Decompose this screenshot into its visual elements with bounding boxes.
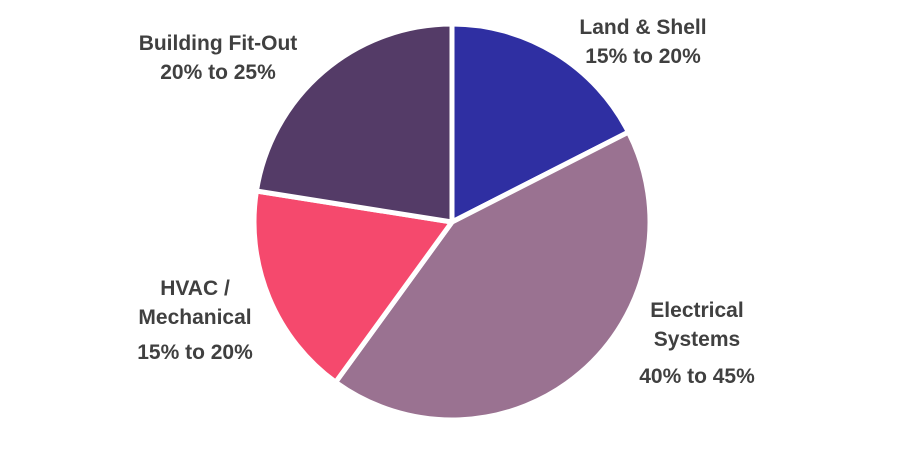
label-hvac-mechanical: HVAC / Mechanical 15% to 20% <box>95 274 295 367</box>
slice-label-land-shell: Land & Shell <box>579 16 707 39</box>
slice-label-building-fit-out: Building Fit-Out <box>138 32 298 55</box>
slice-label-hvac-mechanical: HVAC / Mechanical <box>138 277 252 329</box>
slice-range-electrical-systems: 40% to 45% <box>639 365 755 388</box>
pie-slice-land-shell <box>449 21 631 225</box>
slice-range-hvac-mechanical: 15% to 20% <box>137 341 253 364</box>
pie-slice-building-fit-out <box>253 21 455 225</box>
slice-range-land-shell: 15% to 20% <box>585 45 701 68</box>
pie-slice-electrical-systems <box>333 129 653 423</box>
slice-range-building-fit-out: 20% to 25% <box>160 61 276 84</box>
label-electrical-systems: Electrical Systems 40% to 45% <box>597 296 797 391</box>
label-building-fit-out: Building Fit-Out 20% to 25% <box>118 29 318 87</box>
slice-label-electrical-systems: Electrical Systems <box>650 299 744 351</box>
pie-slice-hvac-mechanical <box>251 188 455 385</box>
label-land-shell: Land & Shell 15% to 20% <box>543 13 743 71</box>
